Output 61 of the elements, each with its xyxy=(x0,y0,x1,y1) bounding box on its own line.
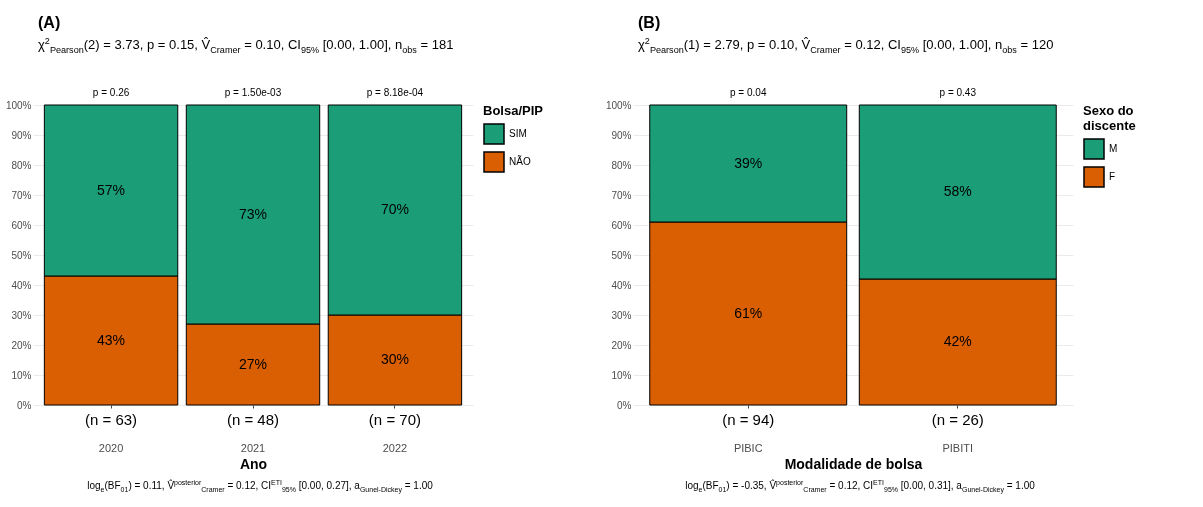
y-tick-label: 30% xyxy=(611,309,632,321)
annotation: p = 0.43 xyxy=(939,87,977,98)
data-label: 39% xyxy=(734,154,763,171)
x-axis-title: Modalidade de bolsa xyxy=(784,455,923,472)
data-label: 70% xyxy=(380,201,409,217)
annotation: (n = 48) xyxy=(226,411,280,428)
chart-title: (A) xyxy=(38,14,62,32)
x-tick-label: 2020 xyxy=(98,441,124,454)
annotation: p = 8.18e-04 xyxy=(366,87,424,98)
x-tick-label: PIBIC xyxy=(733,441,763,454)
annotation: (n = 63) xyxy=(85,411,138,428)
y-tick-label: 40% xyxy=(11,279,32,291)
y-tick-label: 70% xyxy=(611,189,632,201)
data-label: 58% xyxy=(943,183,972,199)
y-tick-label: 80% xyxy=(611,159,632,171)
annotation: p = 0.26 xyxy=(92,87,130,98)
data-label: 57% xyxy=(97,181,126,198)
x-tick-label: 2022 xyxy=(382,441,408,454)
y-tick-label: 0% xyxy=(17,399,32,411)
legend-label: SIM xyxy=(509,128,527,139)
y-tick-label: 60% xyxy=(611,219,632,231)
y-tick-label: 40% xyxy=(611,279,632,291)
y-tick-label: 0% xyxy=(617,399,632,411)
legend-title: Bolsa/PIP xyxy=(483,103,544,118)
data-label: 30% xyxy=(380,351,409,367)
y-tick-label: 60% xyxy=(11,219,32,231)
legend-title: Sexo do discente xyxy=(1083,103,1136,133)
x-axis-title: Ano xyxy=(239,455,268,472)
y-tick-label: 30% xyxy=(11,309,32,321)
y-tick-label: 20% xyxy=(11,339,32,351)
y-tick-label: 100% xyxy=(605,99,632,111)
data-label: 61% xyxy=(734,304,763,321)
annotation: (n = 94) xyxy=(722,411,775,428)
text: χ$^{2}$$_{Pearson}$(1) = 2.79, p = 0.10, V̂$_{Cramer}$ = 0.12, CI$_{95%}$ [0.00, 1.00], n$_{obs}$ = 120 xyxy=(638,36,1054,55)
y-tick-label: 70% xyxy=(11,189,32,201)
y-tick-label: 90% xyxy=(611,129,632,141)
annotation: p = 0.04 xyxy=(730,87,767,98)
text: log$_{e}$(BF$_{01}$) = -0.35, V̂$^{posterior}$$_{Cramer}$ = 0.12, CI$^{ETI}$$_{95%}$ [0.00, 0.31], a$_{Gunel-Dickey}$ = 1.00 xyxy=(685,479,1035,494)
y-tick-label: 80% xyxy=(11,159,32,171)
x-tick-label: 2021 xyxy=(240,441,266,454)
y-tick-label: 10% xyxy=(11,369,32,381)
text: χ$^{2}$$_{Pearson}$(2) = 3.73, p = 0.15, V̂$_{Cramer}$ = 0.10, CI$_{95%}$ [0.00, 1.00], n$_{obs}$ = 181 xyxy=(38,36,454,55)
legend-label: NÃO xyxy=(509,155,531,167)
chart-title: (B) xyxy=(638,14,662,32)
y-tick-label: 90% xyxy=(11,129,32,141)
data-label: 27% xyxy=(238,355,268,372)
y-tick-label: 100% xyxy=(5,99,32,111)
annotation: (n = 26) xyxy=(931,411,984,428)
y-tick-label: 50% xyxy=(611,249,632,261)
y-tick-label: 10% xyxy=(611,369,632,381)
legend-label: M xyxy=(1109,143,1118,154)
legend-label: F xyxy=(1109,171,1116,182)
y-tick-label: 50% xyxy=(11,249,32,261)
annotation: p = 1.50e-03 xyxy=(224,87,282,98)
data-label: 43% xyxy=(97,331,126,348)
text: log$_{e}$(BF$_{01}$) = 0.11, V̂$^{posterior}$$_{Cramer}$ = 0.12, CI$^{ETI}$$_{95%}$ [0.00, 0.27], a$_{Gunel-Dickey}$ = 1.00 xyxy=(87,479,433,494)
data-label: 42% xyxy=(943,333,972,349)
data-label: 73% xyxy=(238,205,268,222)
annotation: (n = 70) xyxy=(368,411,421,428)
y-tick-label: 20% xyxy=(611,339,632,351)
x-tick-label: PIBITI xyxy=(942,441,974,454)
